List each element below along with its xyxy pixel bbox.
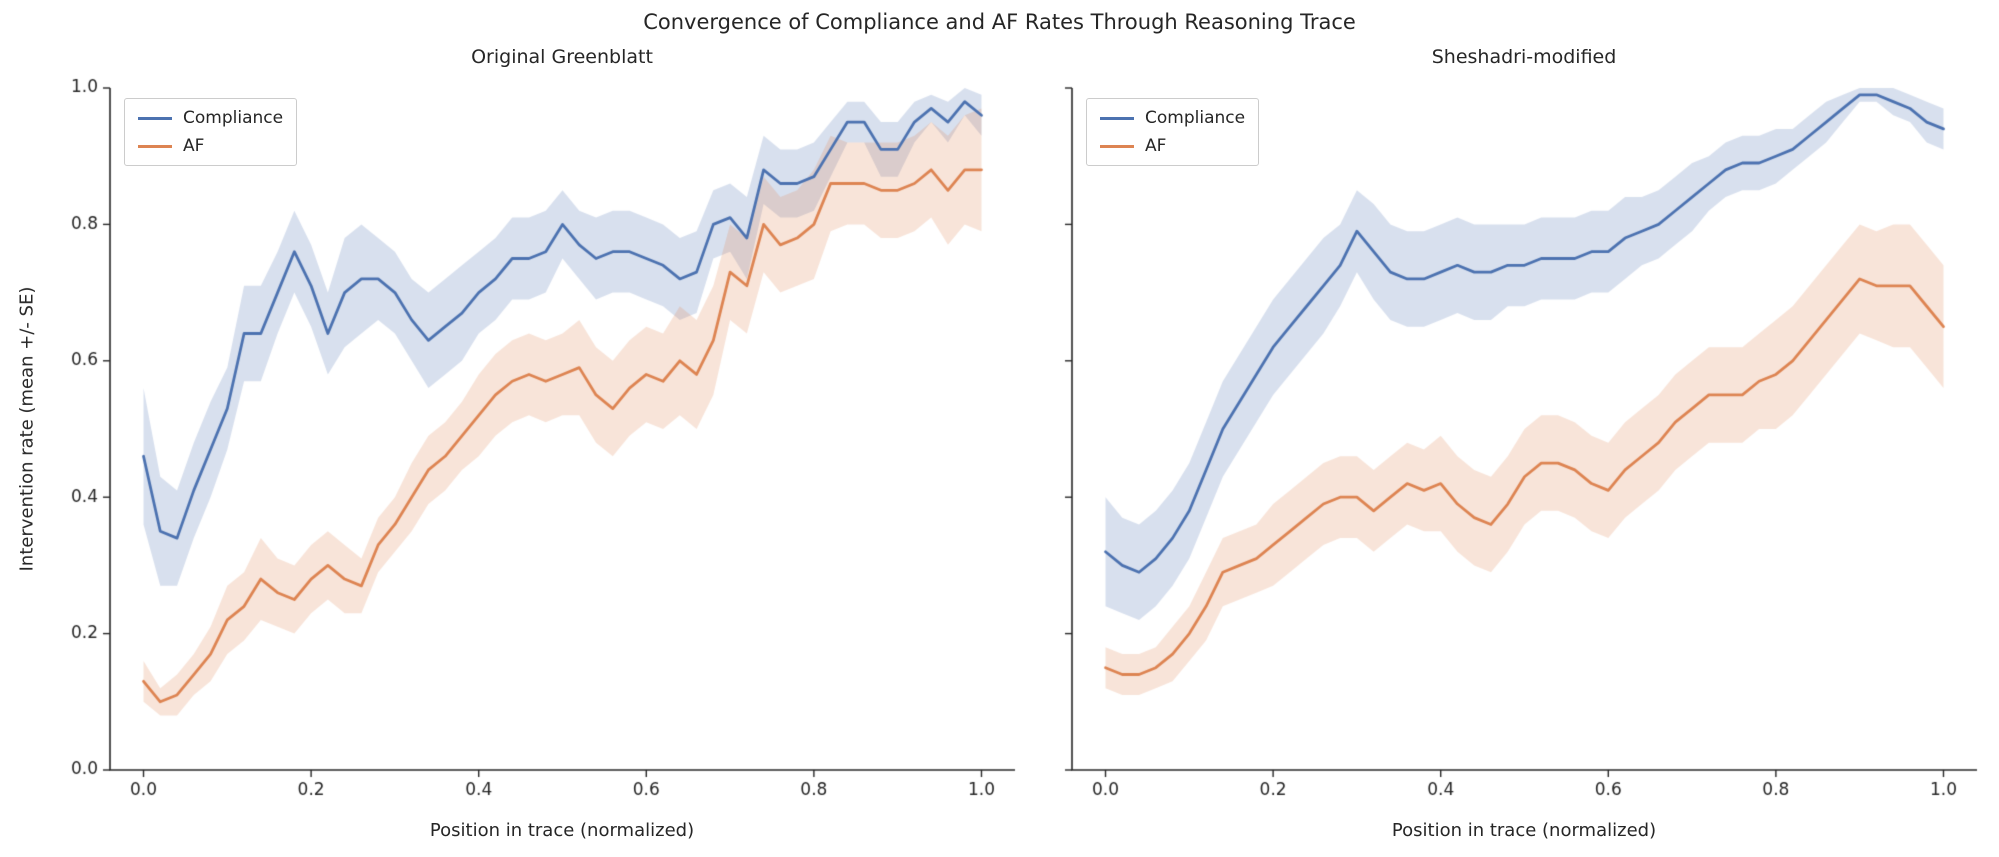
legend-right: Compliance AF xyxy=(1086,98,1260,166)
legend-item-af: AF xyxy=(1100,136,1245,156)
x-axis-label-left: Position in trace (normalized) xyxy=(429,820,695,841)
subplot-title-sheshadri-modified: Sheshadri-modified xyxy=(1431,46,1617,68)
legend-item-af: AF xyxy=(138,136,283,156)
legend-label-af: AF xyxy=(183,136,205,156)
compliance-line-swatch xyxy=(1100,116,1134,120)
af-line-swatch xyxy=(138,144,172,148)
legend-item-compliance: Compliance xyxy=(138,108,283,128)
legend-label-compliance: Compliance xyxy=(183,108,284,128)
subplot-title-original-greenblatt: Original Greenblatt xyxy=(471,46,653,68)
af-line-swatch xyxy=(1100,144,1134,148)
legend-label-af: AF xyxy=(1145,136,1167,156)
figure-title: Convergence of Compliance and AF Rates T… xyxy=(643,10,1356,34)
compliance-line-swatch xyxy=(138,116,172,120)
legend-label-compliance: Compliance xyxy=(1145,108,1246,128)
y-axis-label: Intervention rate (mean +/- SE) xyxy=(16,286,38,572)
legend-item-compliance: Compliance xyxy=(1100,108,1245,128)
x-axis-label-right: Position in trace (normalized) xyxy=(1391,820,1657,841)
legend-left: Compliance AF xyxy=(124,98,298,166)
